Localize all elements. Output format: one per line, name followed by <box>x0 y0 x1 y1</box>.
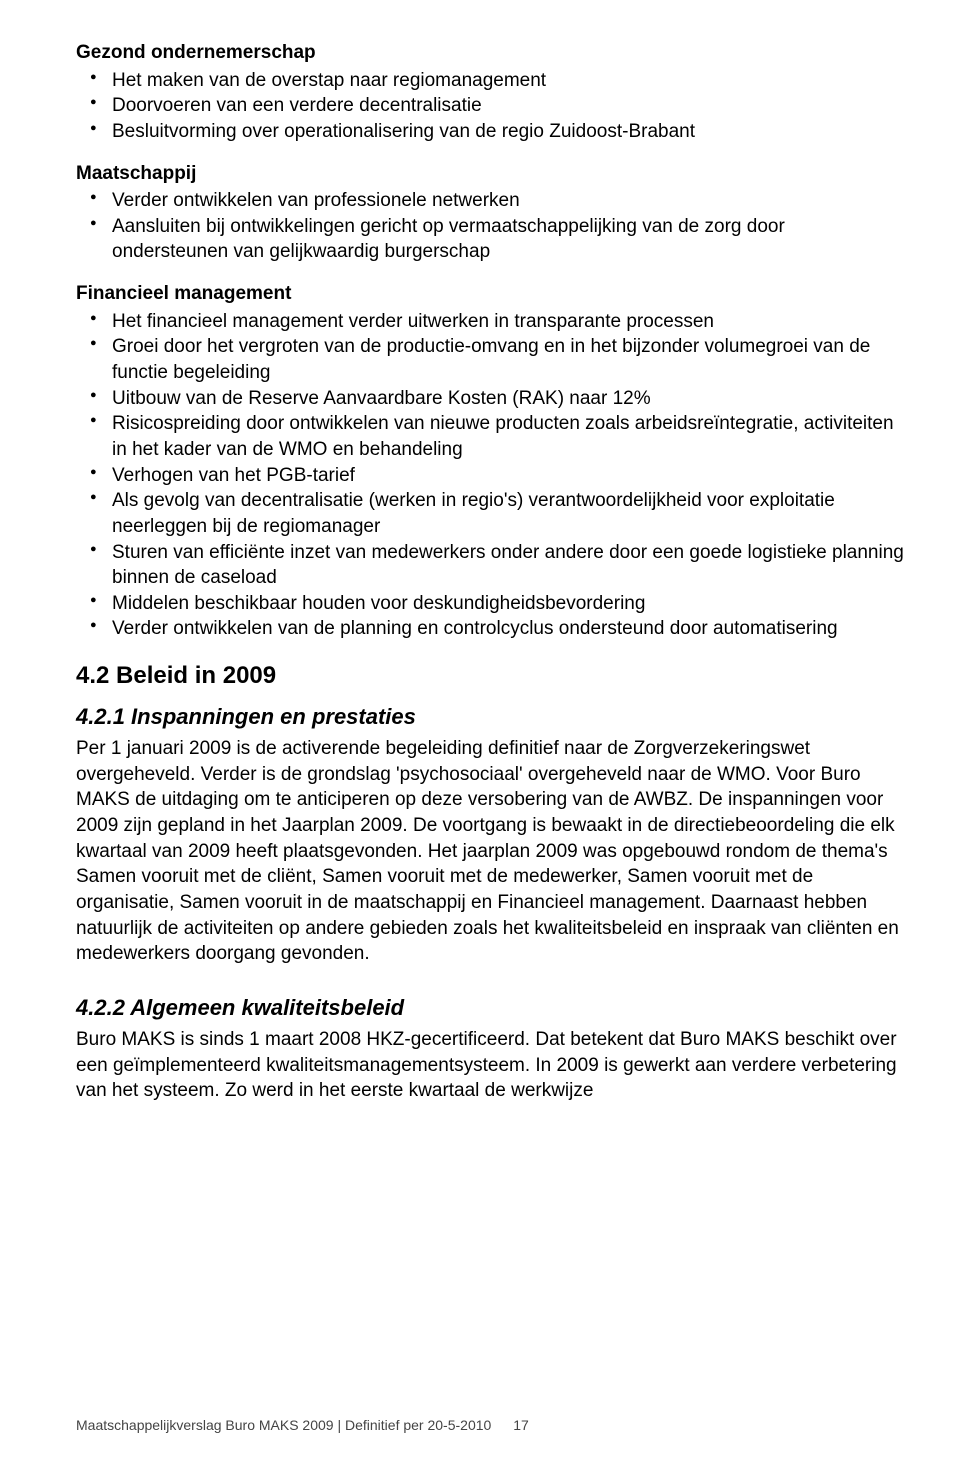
list-item: Verder ontwikkelen van de planning en co… <box>76 616 904 642</box>
list-item: Als gevolg van decentralisatie (werken i… <box>76 488 904 539</box>
footer-page-number: 17 <box>513 1417 529 1433</box>
list-item: Het maken van de overstap naar regiomana… <box>76 68 904 94</box>
list-item: Aansluiten bij ontwikkelingen gericht op… <box>76 214 904 265</box>
page-footer: Maatschappelijkverslag Buro MAKS 2009 | … <box>76 1417 529 1433</box>
heading-4-2-1: 4.2.1 Inspanningen en prestaties <box>76 704 904 730</box>
list-item: Verder ontwikkelen van professionele net… <box>76 188 904 214</box>
heading-maatschappij: Maatschappij <box>76 161 904 187</box>
list-item: Besluitvorming over operationalisering v… <box>76 119 904 145</box>
list-gezond: Het maken van de overstap naar regiomana… <box>76 68 904 145</box>
list-item: Uitbouw van de Reserve Aanvaardbare Kost… <box>76 386 904 412</box>
list-item: Middelen beschikbaar houden voor deskund… <box>76 591 904 617</box>
list-item: Sturen van efficiënte inzet van medewerk… <box>76 540 904 591</box>
list-item: Risicospreiding door ontwikkelen van nie… <box>76 411 904 462</box>
list-maatschappij: Verder ontwikkelen van professionele net… <box>76 188 904 265</box>
footer-text: Maatschappelijkverslag Buro MAKS 2009 | … <box>76 1417 491 1433</box>
heading-4-2-2: 4.2.2 Algemeen kwaliteitsbeleid <box>76 995 904 1021</box>
list-item: Groei door het vergroten van de producti… <box>76 334 904 385</box>
list-item: Doorvoeren van een verdere decentralisat… <box>76 93 904 119</box>
list-item: Het financieel management verder uitwerk… <box>76 309 904 335</box>
heading-gezond-ondernemerschap: Gezond ondernemerschap <box>76 40 904 66</box>
paragraph-4-2-1: Per 1 januari 2009 is de activerende beg… <box>76 736 904 967</box>
heading-financieel: Financieel management <box>76 281 904 307</box>
list-financieel: Het financieel management verder uitwerk… <box>76 309 904 642</box>
paragraph-4-2-2: Buro MAKS is sinds 1 maart 2008 HKZ-gece… <box>76 1027 904 1104</box>
document-page: Gezond ondernemerschap Het maken van de … <box>0 0 960 1457</box>
heading-4-2: 4.2 Beleid in 2009 <box>76 662 904 690</box>
list-item: Verhogen van het PGB-tarief <box>76 463 904 489</box>
